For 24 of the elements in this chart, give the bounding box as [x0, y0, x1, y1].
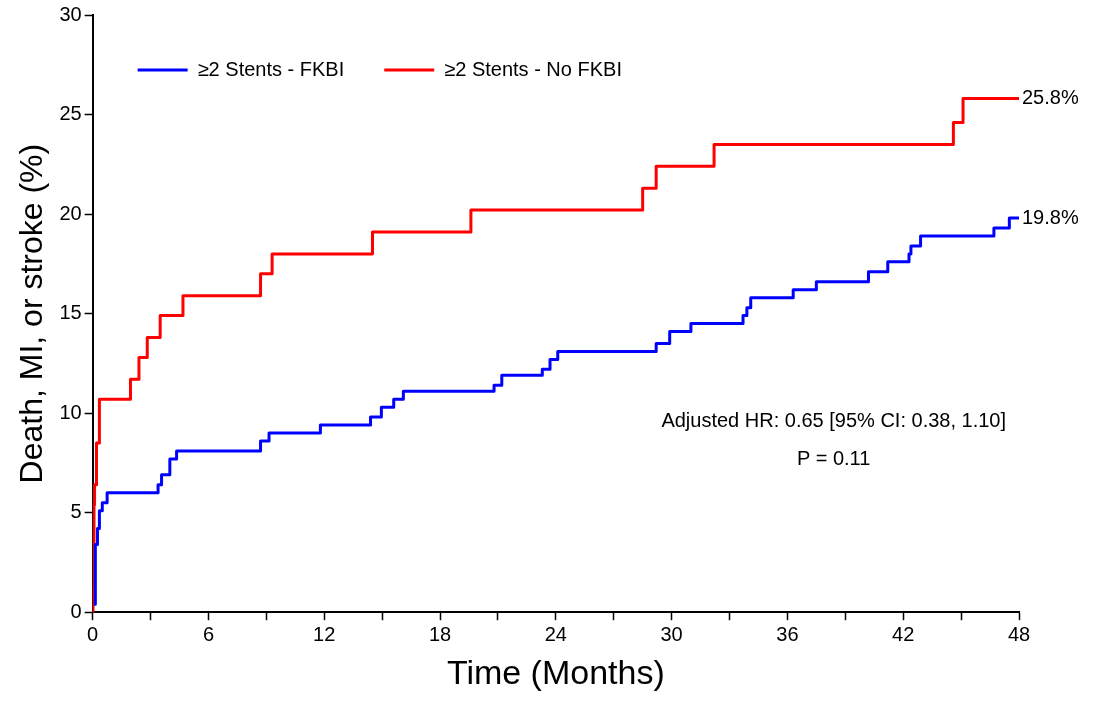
x-tick-label: 0	[87, 622, 99, 645]
y-tick-label: 15	[59, 301, 82, 324]
x-tick-label: 42	[892, 622, 915, 645]
y-tick-label: 5	[70, 500, 82, 523]
x-tick-label: 36	[776, 622, 799, 645]
x-axis-title: Time (Months)	[446, 652, 665, 691]
annotation: 19.8%	[1022, 205, 1079, 228]
x-tick-label: 18	[428, 622, 452, 645]
x-tick-label: 48	[1007, 622, 1031, 645]
y-axis-title: Death, MI, or stroke (%)	[13, 143, 50, 484]
annotation: Adjusted HR: 0.65 [95% CI: 0.38, 1.10]	[661, 408, 1007, 431]
legend-label: ≥2 Stents - FKBI	[197, 57, 345, 80]
x-tick-label: 6	[202, 622, 214, 645]
x-tick-label: 24	[544, 622, 567, 645]
y-tick-label: 0	[70, 599, 82, 622]
legend-label: ≥2 Stents - No FKBI	[444, 57, 622, 80]
annotation: P = 0.11	[797, 446, 871, 469]
y-tick-label: 25	[59, 102, 82, 125]
y-tick-label: 20	[59, 201, 82, 224]
x-tick-label: 30	[660, 622, 683, 645]
y-tick-label: 30	[59, 2, 82, 25]
y-tick-label: 10	[59, 400, 82, 423]
x-tick-label: 12	[313, 622, 336, 645]
annotation: 25.8%	[1022, 86, 1079, 109]
